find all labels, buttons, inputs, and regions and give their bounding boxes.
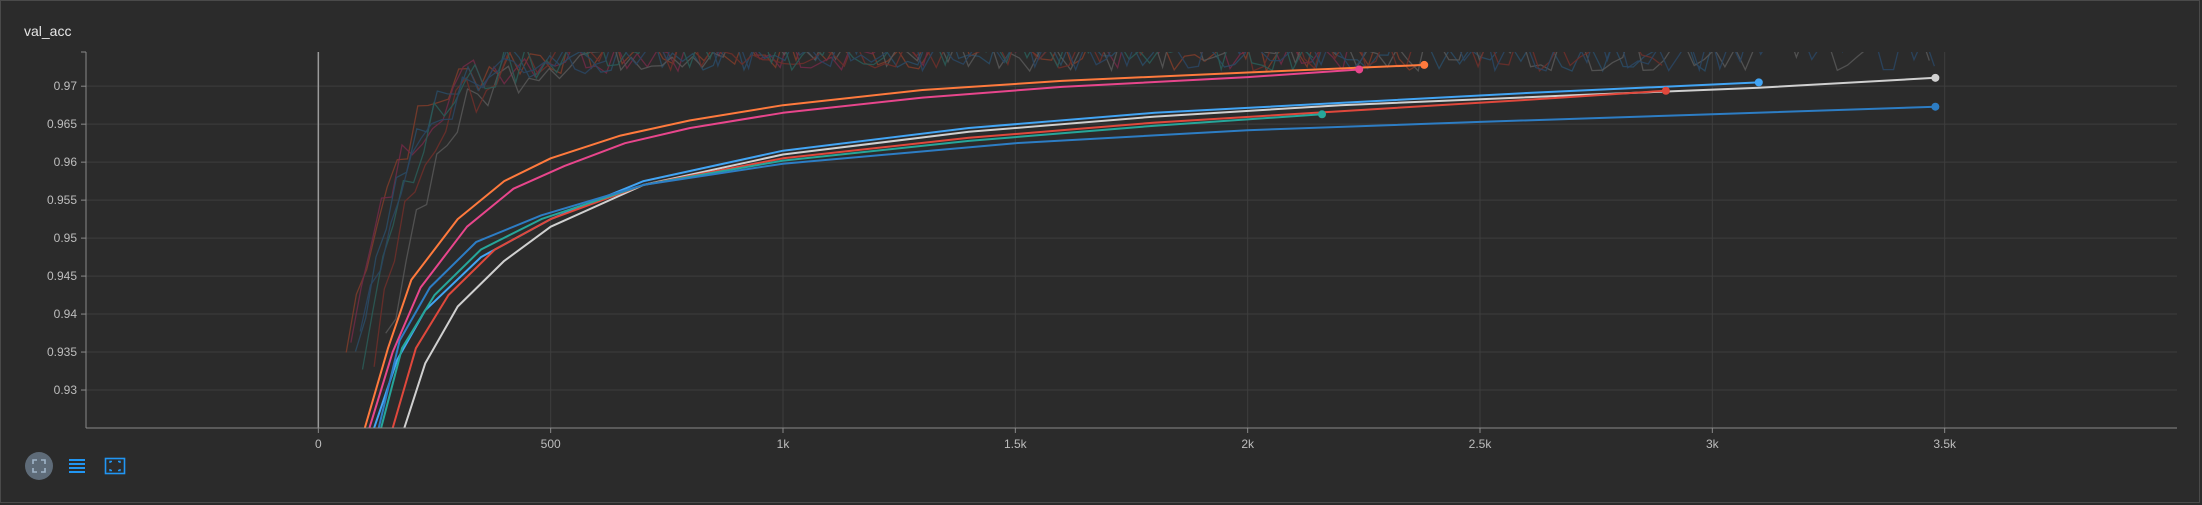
- grid-lines: [86, 52, 2177, 428]
- series-end-point: [1661, 86, 1670, 95]
- x-tick-label: 1.5k: [1004, 437, 1028, 451]
- series-raw-line: [361, 52, 1314, 370]
- series-raw-line: [354, 52, 1711, 352]
- y-tick-label: 0.945: [47, 269, 77, 283]
- x-tick-label: 0: [315, 437, 322, 451]
- series-raw-line: [385, 52, 1930, 334]
- series-end-point: [1420, 60, 1429, 69]
- y-axis-ticks: 0.93 0.935 0.94 0.945 0.95 0.955 0.96 0.965 0.97: [47, 79, 86, 397]
- fullscreen-icon: [32, 459, 46, 473]
- x-tick-label: 1k: [777, 437, 791, 451]
- series-line: [368, 68, 1360, 428]
- series-raw-line: [345, 52, 1420, 353]
- axes: [81, 51, 2177, 429]
- series-line: [363, 63, 1425, 428]
- x-tick-label: 2.5k: [1469, 437, 1493, 451]
- series-end-point: [1754, 78, 1763, 87]
- smoothed-series: [363, 60, 1940, 428]
- x-tick-label: 3k: [1706, 437, 1720, 451]
- y-tick-label: 0.97: [54, 79, 78, 93]
- y-tick-label: 0.95: [54, 231, 78, 245]
- y-tick-label: 0.965: [47, 117, 77, 131]
- series-end-point: [1318, 110, 1327, 119]
- series-raw-line: [359, 52, 1936, 332]
- series-end-point: [1931, 73, 1940, 82]
- series-line: [377, 105, 1936, 428]
- series-raw-line: [373, 52, 1663, 367]
- y-tick-label: 0.94: [54, 307, 78, 321]
- series-line: [391, 89, 1666, 428]
- series-line: [380, 113, 1323, 428]
- fullscreen-button[interactable]: [25, 452, 53, 480]
- series-line: [373, 81, 1759, 428]
- fit-domain-button[interactable]: [101, 452, 129, 480]
- data-table-icon: [69, 459, 85, 473]
- series-end-point: [1931, 102, 1940, 111]
- raw-series: [345, 52, 1936, 370]
- y-tick-label: 0.955: [47, 193, 77, 207]
- fit-domain-icon: [104, 457, 126, 475]
- x-tick-label: 2k: [1241, 437, 1255, 451]
- x-tick-label: 500: [541, 437, 561, 451]
- x-tick-label: 3.5k: [1933, 437, 1957, 451]
- y-tick-label: 0.96: [54, 155, 78, 169]
- data-table-button[interactable]: [63, 452, 91, 480]
- chart-title: val_acc: [24, 23, 72, 39]
- y-tick-label: 0.935: [47, 345, 77, 359]
- series-line: [403, 76, 1936, 428]
- chart-toolbar: [25, 452, 129, 480]
- y-tick-label: 0.93: [54, 383, 78, 397]
- series-end-point: [1355, 65, 1364, 74]
- x-axis-ticks: 0 500 1k 1.5k 2k 2.5k 3k 3.5k: [315, 428, 1957, 451]
